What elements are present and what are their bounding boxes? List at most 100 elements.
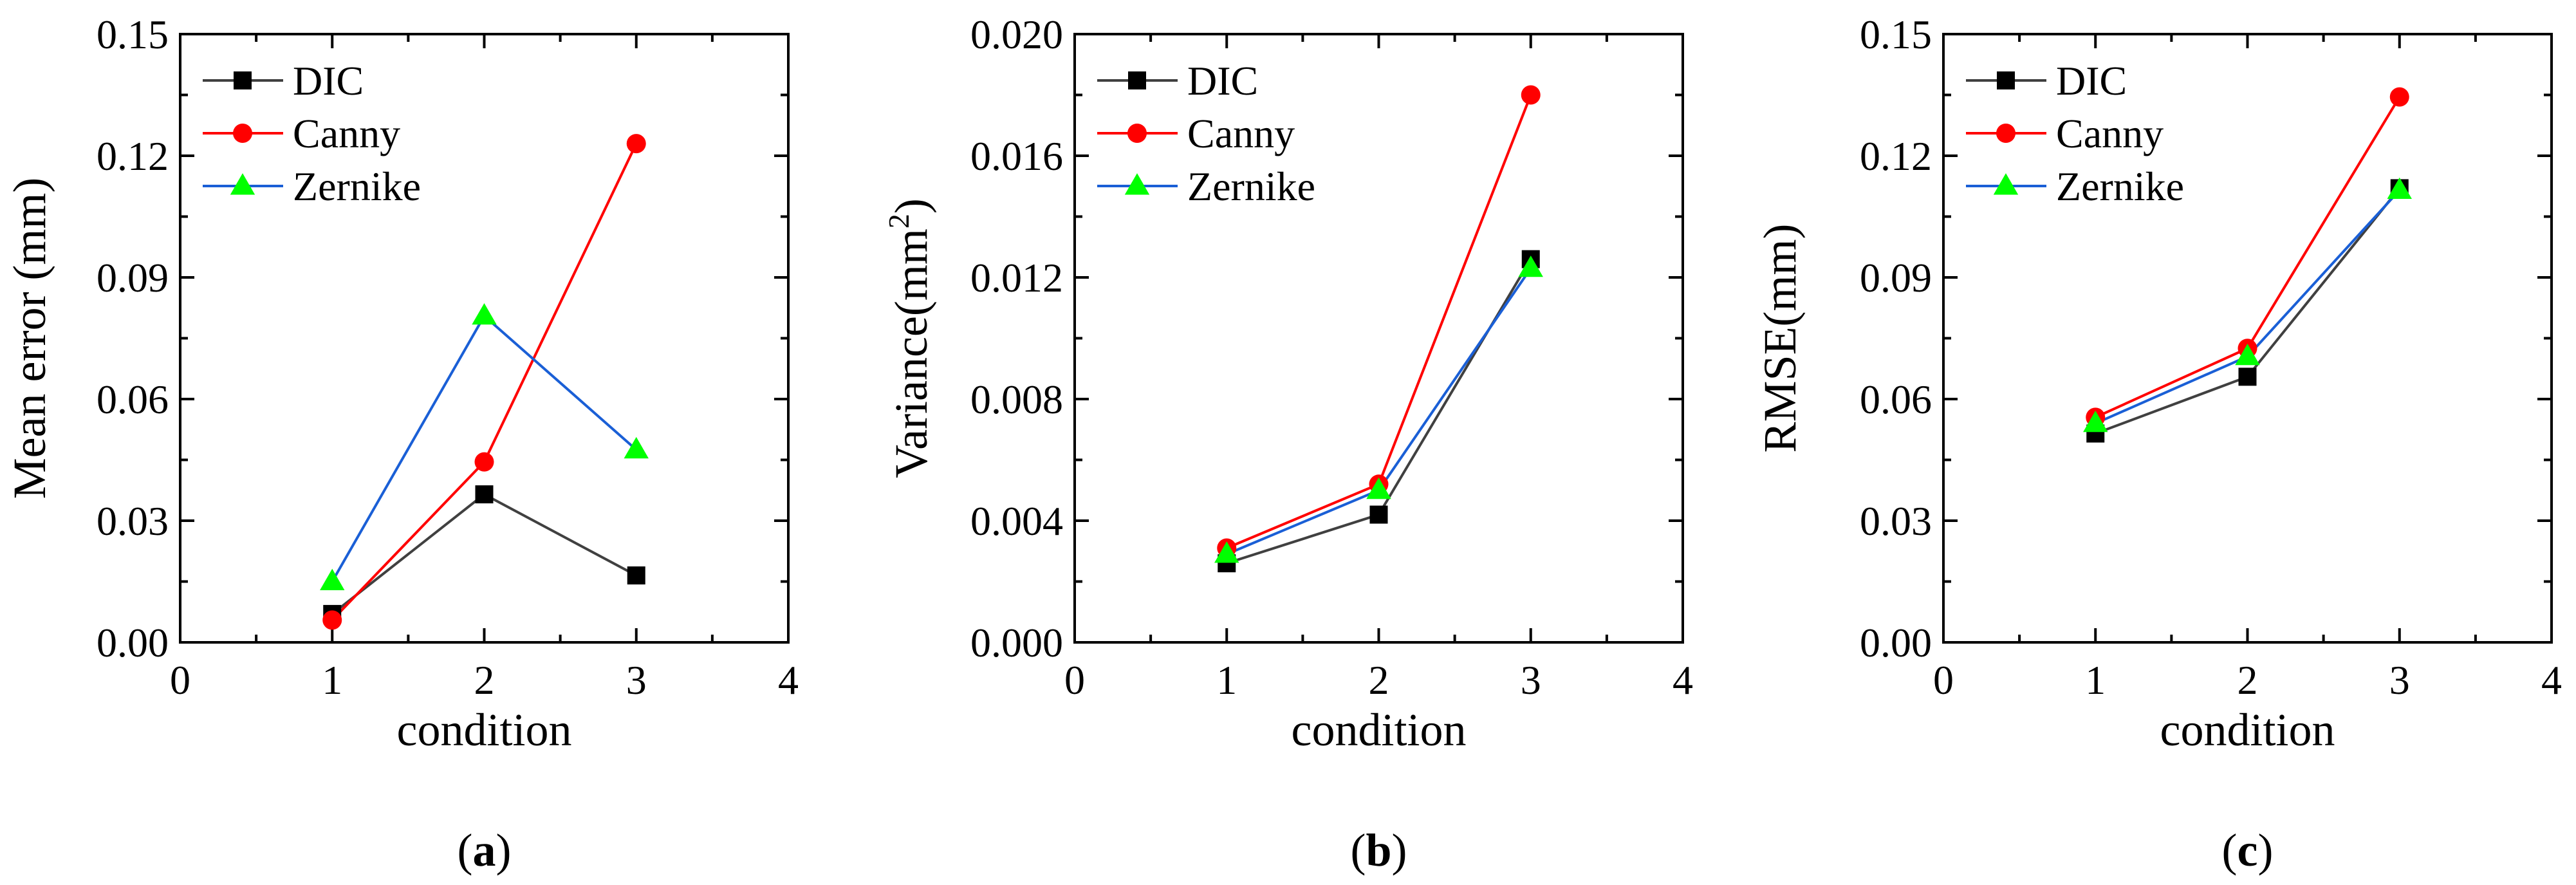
- y-tick-label: 0.03: [97, 498, 169, 544]
- legend-label-dic: DIC: [1187, 58, 1258, 104]
- y-tick-label: 0.012: [970, 255, 1063, 301]
- legend-label-dic: DIC: [2056, 58, 2127, 104]
- data-point-dic: [627, 566, 645, 585]
- y-axis-title-tail: ): [885, 198, 937, 214]
- legend-label-zernike: Zernike: [2056, 163, 2184, 209]
- y-axis-title-text: Mean error (mm): [4, 178, 55, 499]
- chart-panel-b: 0 1 2 3 4 0.000 0.004 0.008 0.012 0.016 0.020 condi…: [882, 12, 1693, 876]
- legend-marker-dic: [1128, 71, 1146, 89]
- series-line-dic: [331, 492, 637, 615]
- data-point-zernike: [2083, 410, 2108, 433]
- y-axis-title-superscript: 2: [882, 214, 915, 228]
- legend-marker-zernike: [230, 173, 255, 195]
- chart-panel-c: 0 1 2 3 4 0.00 0.03 0.06 0.09 0.12 0.15 condition RM…: [1754, 12, 2562, 876]
- data-point-zernike: [1366, 477, 1391, 499]
- y-tick-label: 0.06: [97, 377, 169, 422]
- legend-marker-zernike: [1993, 173, 2019, 195]
- panel-label: (b): [1350, 824, 1407, 876]
- panel-label-close: ): [1392, 824, 1407, 876]
- x-tick-label: 3: [626, 657, 647, 703]
- chart-panel-a: 0 1 2 3 4 0.00 0.03 0.06 0.09 0.12 0.15 condition Me…: [4, 12, 799, 876]
- panel-label-letter: c: [2238, 824, 2258, 876]
- y-tick-label: 0.00: [1860, 620, 1932, 666]
- panel-label-close: ): [496, 824, 512, 876]
- x-tick-label: 0: [170, 657, 190, 703]
- data-point-dic: [475, 485, 494, 504]
- panel-label: (a): [458, 824, 512, 876]
- x-tick-label: 0: [1933, 657, 1954, 703]
- data-point-zernike: [2387, 177, 2412, 199]
- x-tick-label: 2: [2238, 657, 2258, 703]
- x-axis-title: condition: [397, 704, 572, 756]
- series-line-zernike: [331, 313, 638, 582]
- x-tick-label: 1: [2085, 657, 2106, 703]
- legend-marker-canny: [233, 124, 252, 143]
- panel-label: (c): [2222, 824, 2274, 876]
- panel-label-open: (: [1350, 824, 1366, 876]
- data-point-zernike: [1214, 541, 1239, 563]
- y-tick-label: 0.15: [1860, 12, 1932, 57]
- x-tick-label: 4: [778, 657, 799, 703]
- y-tick-label: 0.03: [1860, 498, 1932, 544]
- legend-marker-dic: [234, 71, 252, 89]
- data-point-canny: [474, 452, 494, 472]
- data-point-zernike: [472, 303, 497, 325]
- y-tick-label: 0.12: [97, 133, 169, 179]
- x-tick-label: 3: [2389, 657, 2410, 703]
- panel-label-close: ): [2257, 824, 2273, 876]
- x-tick-label: 0: [1064, 657, 1085, 703]
- y-tick-label: 0.12: [1860, 133, 1932, 179]
- legend-marker-canny: [1996, 124, 2015, 143]
- data-point-dic: [2238, 368, 2257, 386]
- y-axis-title: RMSE(mm): [1754, 223, 1806, 452]
- plot-frame: [179, 33, 790, 644]
- y-tick-label: 0.004: [970, 498, 1063, 544]
- legend-label-canny: Canny: [2056, 111, 2164, 156]
- legend-label-dic: DIC: [293, 58, 364, 104]
- panel-label-letter: a: [473, 824, 496, 876]
- y-axis-title: Variance(mm2): [882, 198, 937, 478]
- legend-label-canny: Canny: [293, 111, 400, 156]
- y-axis-title-text: RMSE(mm): [1754, 223, 1806, 452]
- panel-label-open: (: [458, 824, 473, 876]
- y-tick-label: 0.15: [97, 12, 169, 57]
- x-tick-label: 3: [1521, 657, 1541, 703]
- data-point-canny: [322, 610, 342, 630]
- legend-label-canny: Canny: [1187, 111, 1295, 156]
- data-point-zernike: [320, 568, 345, 590]
- plot-frame: [1942, 33, 2553, 644]
- y-tick-label: 0.000: [970, 620, 1063, 666]
- y-axis-title: Mean error (mm): [4, 178, 55, 499]
- y-tick-label: 0.00: [97, 620, 169, 666]
- x-axis-title: condition: [1292, 704, 1467, 756]
- data-point-zernike: [624, 436, 649, 459]
- x-tick-label: 1: [322, 657, 342, 703]
- data-point-zernike: [2235, 344, 2260, 366]
- legend-label-zernike: Zernike: [1187, 163, 1315, 209]
- y-tick-label: 0.020: [970, 12, 1063, 57]
- legend-marker-dic: [1997, 71, 2015, 89]
- data-point-canny: [2389, 87, 2409, 107]
- x-tick-label: 4: [1673, 657, 1693, 703]
- plot-frame: [1073, 33, 1684, 644]
- data-point-canny: [626, 134, 646, 154]
- y-tick-label: 0.06: [1860, 377, 1932, 422]
- x-tick-label: 1: [1216, 657, 1237, 703]
- legend-marker-zernike: [1124, 173, 1150, 195]
- y-tick-label: 0.016: [970, 133, 1063, 179]
- x-tick-label: 2: [1369, 657, 1389, 703]
- y-tick-label: 0.09: [1860, 255, 1932, 301]
- y-axis-title-text: Variance(mm: [885, 228, 937, 478]
- x-tick-label: 2: [474, 657, 495, 703]
- panel-label-open: (: [2222, 824, 2238, 876]
- data-point-dic: [1369, 505, 1388, 524]
- y-tick-label: 0.008: [970, 377, 1063, 422]
- series-line-zernike: [2095, 189, 2401, 425]
- panel-label-letter: b: [1366, 824, 1391, 876]
- legend-marker-canny: [1127, 124, 1147, 143]
- data-point-canny: [1521, 85, 1541, 105]
- series-line-canny: [331, 143, 638, 621]
- x-axis-title: condition: [2160, 704, 2335, 756]
- legend-label-zernike: Zernike: [293, 163, 421, 209]
